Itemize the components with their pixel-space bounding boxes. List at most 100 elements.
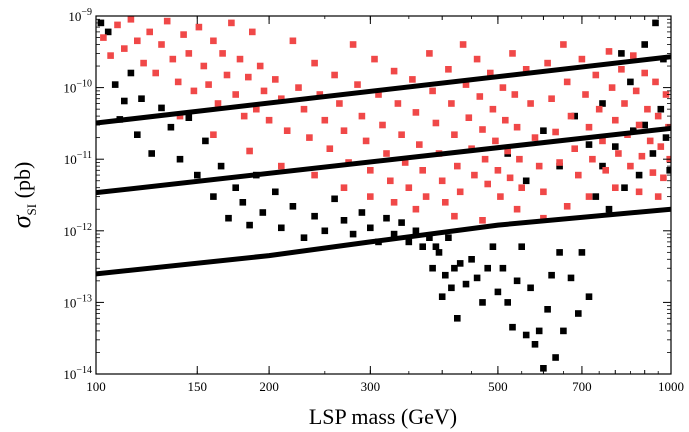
data-point-series-2 [146, 28, 153, 36]
data-point-series-1 [618, 50, 625, 57]
data-point-series-1 [479, 299, 486, 306]
data-point-series-1 [540, 365, 547, 372]
data-point-series-2 [451, 131, 458, 138]
data-point-series-1 [349, 230, 357, 238]
data-point-series-2 [618, 66, 625, 73]
data-point-series-1 [652, 19, 659, 27]
data-point-series-2 [185, 50, 193, 57]
data-point-series-2 [432, 119, 440, 127]
data-point-series-2 [190, 87, 198, 95]
data-point-series-2 [567, 112, 575, 120]
data-point-series-2 [426, 50, 433, 57]
data-point-series-2 [499, 84, 507, 91]
data-point-series-2 [390, 67, 398, 75]
data-point-series-2 [114, 21, 121, 29]
limit-curve-3 [96, 206, 671, 277]
data-point-series-2 [422, 193, 430, 200]
data-point-series-1 [104, 28, 112, 36]
data-point-series-2 [487, 69, 494, 77]
data-point-series-1 [540, 127, 547, 134]
data-point-series-2 [471, 171, 478, 179]
data-point-series-1 [442, 271, 449, 279]
data-point-series-2 [134, 37, 141, 45]
data-point-series-2 [442, 199, 449, 206]
data-point-series-2 [465, 114, 473, 121]
data-point-series-2 [367, 193, 374, 200]
data-point-series-2 [506, 174, 514, 182]
data-point-series-2 [163, 17, 171, 25]
data-point-series-1 [649, 150, 657, 157]
data-point-series-1 [390, 230, 398, 238]
data-point-series-1 [522, 177, 530, 185]
data-point-series-2 [174, 78, 182, 86]
data-point-series-1 [544, 306, 551, 313]
data-point-series-2 [223, 71, 231, 79]
data-point-series-2 [578, 55, 586, 63]
data-point-series-1 [585, 141, 593, 148]
data-point-series-2 [662, 91, 670, 98]
data-point-series-2 [265, 116, 273, 124]
data-point-series-1 [552, 354, 559, 361]
data-point-series-1 [405, 238, 413, 246]
data-point-series-1 [578, 249, 586, 256]
data-point-series-2 [548, 95, 555, 102]
data-point-series-2 [602, 167, 609, 174]
data-point-series-2 [516, 155, 523, 163]
data-point-series-2 [121, 45, 128, 52]
data-point-series-2 [605, 48, 613, 55]
ticks-layer [95, 15, 672, 375]
data-point-series-2 [387, 177, 394, 185]
data-point-series-2 [652, 78, 659, 86]
data-point-series-2 [448, 100, 455, 107]
data-point-series-2 [644, 105, 651, 113]
data-point-series-1 [121, 97, 128, 105]
data-point-series-2 [367, 167, 374, 174]
data-point-series-2 [492, 137, 499, 145]
data-point-series-1 [518, 243, 525, 250]
data-point-series-1 [592, 193, 600, 200]
data-point-series-2 [589, 155, 596, 163]
data-point-series-1 [435, 249, 443, 256]
data-point-series-1 [454, 315, 461, 322]
data-point-series-2 [409, 76, 416, 83]
data-point-series-1 [259, 209, 267, 216]
data-point-series-2 [278, 162, 285, 170]
data-point-series-2 [219, 50, 226, 57]
data-point-series-2 [200, 62, 208, 70]
data-point-series-2 [321, 116, 329, 124]
data-point-series-1 [134, 131, 141, 138]
data-point-series-2 [445, 66, 452, 73]
data-point-series-1 [621, 184, 628, 191]
data-point-series-2 [502, 116, 509, 124]
data-point-series-2 [260, 87, 268, 95]
data-point-series-2 [540, 188, 547, 196]
data-point-series-1 [522, 331, 530, 339]
data-point-series-2 [527, 100, 534, 107]
data-point-series-1 [367, 224, 374, 232]
data-point-series-2 [513, 123, 521, 131]
data-point-series-2 [563, 203, 571, 210]
data-point-series-2 [522, 66, 530, 73]
data-point-series-2 [311, 59, 318, 67]
data-point-series-2 [140, 59, 147, 67]
data-point-series-1 [599, 100, 606, 107]
x-axis-label: LSP mass (GeV) [309, 404, 457, 429]
data-point-series-1 [225, 214, 232, 222]
data-point-series-1 [429, 264, 436, 272]
data-point-series-1 [138, 95, 145, 102]
data-point-series-2 [657, 143, 665, 150]
data-point-series-2 [556, 159, 563, 166]
data-point-series-1 [641, 121, 648, 129]
data-point-series-1 [599, 162, 606, 170]
data-point-series-2 [228, 19, 235, 27]
data-point-series-2 [210, 131, 217, 138]
data-point-series-2 [462, 81, 470, 88]
data-point-series-1 [331, 195, 338, 203]
data-point-series-2 [497, 193, 504, 200]
data-point-series-2 [295, 84, 302, 91]
lines-layer [96, 54, 671, 277]
x-tick-label: 200 [259, 379, 279, 394]
data-point-series-1 [657, 105, 665, 113]
data-point-series-2 [454, 162, 461, 170]
data-point-series-2 [582, 91, 589, 98]
